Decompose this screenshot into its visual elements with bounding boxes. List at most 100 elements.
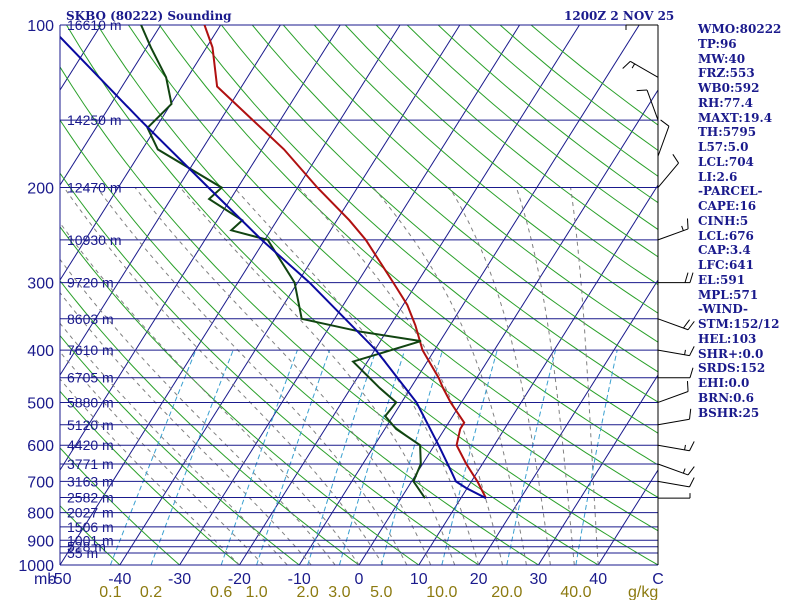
mixing-ratio-label: 5.0 <box>370 584 392 600</box>
wind-barb <box>657 381 689 403</box>
index-item: CAP:3.4 <box>698 243 751 258</box>
wind-barb <box>657 463 695 476</box>
height-label: 10930 m <box>67 232 121 248</box>
index-item: MPL:571 <box>698 287 759 302</box>
sounding-traces <box>60 25 487 500</box>
temperature-tick-label: 20 <box>470 571 488 588</box>
wind-barb <box>636 89 659 121</box>
mixing-ratio-label: 3.0 <box>328 584 350 600</box>
index-item: FRZ:553 <box>698 66 755 81</box>
mixing-ratio-label: 1.0 <box>245 584 267 600</box>
index-item: SRDS:152 <box>698 361 766 376</box>
moist-adiabat <box>60 221 360 565</box>
pressure-label: 200 <box>27 181 54 198</box>
height-label: 2582 m <box>67 490 114 506</box>
index-item: BRN:0.6 <box>698 390 754 405</box>
wind-barb <box>622 60 659 78</box>
index-item: SHR+:0.0 <box>698 346 764 361</box>
pressure-label: 400 <box>27 343 54 360</box>
pressure-label: 100 <box>27 18 54 35</box>
moist-adiabat <box>298 187 503 565</box>
mixing-ratio-label: 0.1 <box>99 584 121 600</box>
wind-barb <box>625 24 658 30</box>
height-label: 55 m <box>67 545 98 561</box>
isotherm-line <box>60 25 222 282</box>
indices-panel: WMO:80222 TP:96 MW:40 FRZ:553 WB0:592 RH:77.4… <box>698 22 798 420</box>
pressure-label: 300 <box>27 276 54 293</box>
index-item: HEL:103 <box>698 331 757 346</box>
isotherm-line <box>179 25 521 565</box>
index-item: MW:40 <box>698 51 746 66</box>
isobar-lines <box>60 24 658 566</box>
index-item: L57:5.0 <box>698 140 749 154</box>
wind-barb <box>658 493 691 499</box>
temperature-tick-label: -50 <box>48 571 71 588</box>
index-item: LCL:704 <box>698 154 754 169</box>
wind-barb <box>657 441 695 452</box>
index-item: WMO:80222 <box>698 22 782 36</box>
moist-adiabat <box>233 187 480 565</box>
temperature-tick-label: C <box>652 571 664 588</box>
mixing-ratio-label: 20.0 <box>491 584 522 600</box>
index-item: -PARCEL- <box>698 184 763 199</box>
wind-barb <box>657 218 689 241</box>
index-item: TH:5795 <box>698 125 757 140</box>
mixing-ratio-label: 2.0 <box>297 584 319 600</box>
isotherm-line <box>60 25 162 187</box>
wind-barb <box>657 119 670 157</box>
height-label: 12470 m <box>67 180 121 196</box>
height-label: 4420 m <box>67 437 114 453</box>
wind-barb <box>658 272 694 284</box>
temperature-tick-label: -20 <box>228 571 251 588</box>
height-label: 528 m <box>67 539 106 555</box>
height-label: 2027 m <box>67 505 114 521</box>
isotherm-line <box>418 184 658 565</box>
series-line-dewpoint <box>140 25 426 499</box>
temperature-tick-label: -10 <box>288 571 311 588</box>
chart-title: SKBO (80222) Sounding <box>66 9 232 23</box>
height-label: 8603 m <box>67 311 114 327</box>
isotherm-line <box>478 279 658 565</box>
temperature-tick-label: 10 <box>410 571 428 588</box>
temperature-tick-label: -40 <box>108 571 131 588</box>
height-label: 5880 m <box>67 394 114 410</box>
isotherm-line <box>119 25 461 565</box>
moist-adiabat <box>60 291 312 565</box>
x-axis-label: mb <box>34 571 56 588</box>
chart-time: 1200Z 2 NOV 25 <box>564 9 674 23</box>
wind-barb <box>657 408 692 426</box>
height-label: 3771 m <box>67 456 114 472</box>
isotherm-line <box>537 374 658 565</box>
pressure-label: 600 <box>27 438 54 455</box>
mixing-ratio-unit: g/kg <box>628 584 658 600</box>
wind-barb <box>657 477 695 488</box>
series-line-parcel-path <box>60 35 487 500</box>
height-label: 6705 m <box>67 370 114 386</box>
pressure-label: 700 <box>27 474 54 491</box>
index-item: LCL:676 <box>698 228 754 243</box>
height-label: 14250 m <box>67 112 121 128</box>
moist-adiabat <box>179 187 456 565</box>
index-item: WB0:592 <box>698 81 760 95</box>
height-label: 3163 m <box>67 473 114 489</box>
index-item: STM:152/12 <box>698 317 780 331</box>
mixing-ratio-label: 0.6 <box>210 584 232 600</box>
mixing-ratio-label: 0.2 <box>140 584 162 600</box>
temperature-tick-label: 30 <box>530 571 548 588</box>
isotherm-line <box>238 25 580 565</box>
isotherm-line <box>60 25 281 376</box>
series-line-temperature <box>203 25 487 499</box>
height-label: 1506 m <box>67 519 114 535</box>
isotherm-line <box>60 25 401 565</box>
height-label: 5120 m <box>67 417 114 433</box>
pressure-label: 1000 <box>18 558 54 575</box>
index-item: TP:96 <box>698 36 737 51</box>
height-label: 9720 m <box>67 275 114 291</box>
index-item: LI:2.6 <box>698 169 738 184</box>
index-item: BSHR:25 <box>698 405 760 420</box>
index-item: EHI:0.0 <box>698 376 750 390</box>
index-item: CAPE:16 <box>698 199 757 213</box>
index-item: -WIND- <box>698 302 748 317</box>
